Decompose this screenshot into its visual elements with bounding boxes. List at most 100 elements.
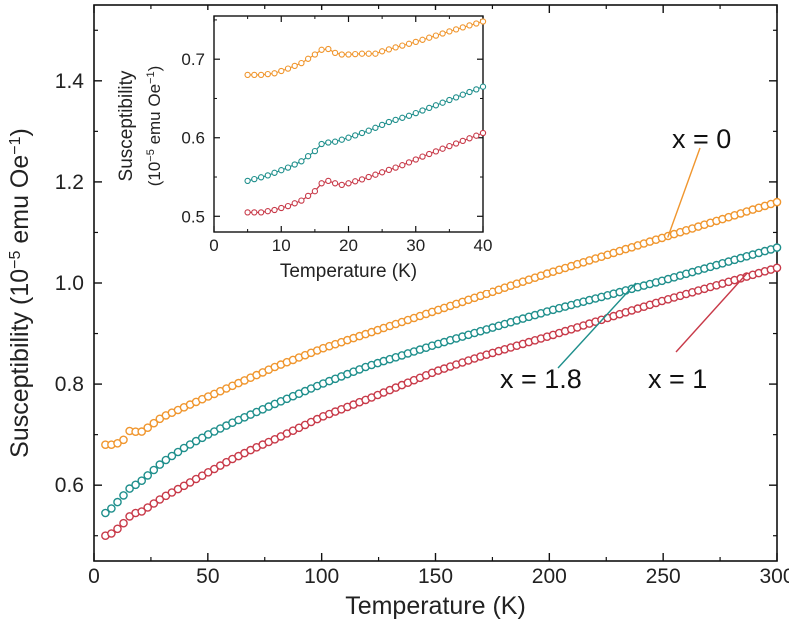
inset-data-point: [325, 45, 332, 53]
inset-data-point: [466, 135, 473, 142]
inset-data-point: [304, 153, 312, 160]
data-point: [119, 518, 128, 528]
inset-data-point: [284, 202, 292, 210]
inset-data-point: [244, 71, 251, 79]
inset-data-point: [392, 116, 399, 124]
y-axis-title-sup2: −1: [145, 71, 157, 84]
inset-data-point: [432, 148, 440, 155]
data-point: [149, 499, 159, 508]
x-tick-label: 0: [88, 565, 100, 588]
inset-data-point: [459, 91, 466, 98]
inset-data-point: [378, 48, 386, 55]
data-point: [107, 529, 116, 538]
inset-x-tick-label: 30: [406, 236, 425, 255]
data-point: [137, 427, 146, 436]
inset-data-point: [331, 138, 339, 145]
inset-data-point: [264, 172, 271, 179]
inset-data-point: [278, 67, 285, 75]
inset-data-point: [338, 51, 345, 58]
y-axis-title-sup2: −1: [7, 136, 24, 154]
inset-data-point: [352, 132, 359, 139]
inset-data-point: [271, 206, 278, 214]
data-point: [137, 507, 146, 516]
data-point: [125, 484, 134, 493]
inset-frame: [213, 15, 484, 233]
y-axis-title-mid: emu Oe: [145, 84, 164, 149]
inset-data-point: [412, 156, 419, 163]
inset-data-point: [446, 28, 453, 35]
data-point: [173, 447, 183, 457]
annotation-leader: [667, 147, 701, 238]
inset-data-point: [291, 200, 298, 207]
inset-data-point: [345, 134, 352, 141]
y-tick-label: 1.0: [55, 272, 84, 295]
inset-data-point: [479, 83, 487, 90]
y-axis-title-main: Susceptibility (10: [6, 269, 34, 458]
inset-data-point: [338, 136, 345, 143]
inset-data-point: [331, 180, 339, 187]
inset-data-point: [385, 46, 393, 53]
inset-data-point: [473, 20, 480, 27]
inset-data-point: [278, 204, 285, 212]
y-axis-title-sup1: −5: [145, 149, 157, 162]
data-point: [143, 503, 152, 512]
data-point: [143, 471, 152, 480]
inset-data-point: [473, 86, 480, 93]
inset-data-point: [473, 132, 480, 139]
inset-data-point: [251, 71, 258, 79]
inset-data-point: [345, 51, 352, 58]
data-point: [772, 197, 782, 207]
x-tick-label: 100: [304, 565, 339, 588]
inset-series-x-1: [244, 129, 487, 216]
inset-data-point: [392, 44, 399, 51]
inset-data-point: [419, 153, 426, 160]
data-point: [772, 243, 782, 252]
y-axis-title: (10−5 emu Oe−1): [145, 66, 164, 187]
data-point: [113, 524, 122, 534]
data-point: [155, 460, 165, 469]
inset-data-point: [264, 208, 271, 215]
data-point: [155, 495, 165, 504]
inset-data-point: [311, 188, 319, 195]
inset-data-point: [358, 176, 366, 183]
inset-data-point: [311, 51, 319, 58]
inset-data-point: [318, 46, 325, 53]
y-axis-title-sup1: −5: [7, 251, 24, 269]
y-axis-title: Susceptibility (10−5 emu Oe−1): [6, 128, 34, 458]
inset-data-point: [257, 209, 265, 216]
y-tick-label: 0.8: [55, 373, 84, 396]
inset-data-point: [257, 71, 265, 79]
inset-data-point: [452, 26, 460, 33]
inset-series-x-0: [244, 18, 487, 79]
inset-data-point: [318, 140, 325, 148]
inset-data-point: [304, 55, 312, 62]
inset-data-point: [291, 62, 298, 70]
inset-data-point: [405, 40, 413, 47]
data-point: [113, 497, 122, 507]
x-tick-label: 200: [532, 565, 567, 588]
inset-data-point: [365, 50, 372, 57]
inset-data-point: [412, 109, 419, 117]
inset-data-point: [412, 38, 419, 46]
data-point: [179, 443, 189, 453]
inset-data-point: [352, 50, 359, 58]
inset-x-axis-title: Temperature (K): [280, 261, 417, 282]
inset-data-point: [432, 32, 440, 39]
inset-data-point: [426, 104, 433, 112]
inset-x-tick-label: 20: [339, 236, 358, 255]
x-tick-label: 250: [646, 565, 681, 588]
inset-data-point: [392, 164, 399, 171]
x-tick-label: 50: [196, 565, 219, 588]
inset-data-point: [345, 180, 352, 187]
inset-data-point: [426, 150, 433, 158]
inset-data-point: [311, 147, 319, 155]
inset-data-point: [419, 36, 426, 43]
inset-data-point: [439, 30, 446, 37]
inset-data-point: [466, 88, 473, 96]
data-point: [149, 465, 159, 475]
inset-data-point: [479, 129, 487, 137]
data-point: [107, 504, 116, 513]
series-x-1: [101, 263, 782, 541]
data-point: [119, 491, 128, 500]
inset-data-point: [466, 22, 473, 29]
